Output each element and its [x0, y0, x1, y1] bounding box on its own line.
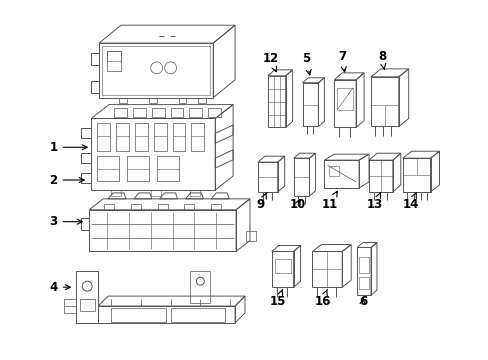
Bar: [190, 190, 200, 196]
Bar: [80, 299, 95, 311]
Bar: [368, 160, 392, 192]
Text: 11: 11: [321, 192, 337, 211]
Bar: [97, 156, 119, 181]
Bar: [91, 118, 215, 190]
Bar: [274, 260, 290, 273]
Text: 2: 2: [49, 174, 84, 186]
Text: 1: 1: [49, 141, 87, 154]
Bar: [97, 123, 110, 151]
Bar: [191, 123, 204, 151]
Bar: [208, 108, 221, 117]
Bar: [267, 76, 285, 127]
Bar: [131, 204, 141, 210]
Text: 14: 14: [402, 193, 418, 211]
Bar: [151, 108, 164, 117]
Text: 7: 7: [338, 50, 346, 72]
Bar: [358, 257, 368, 273]
Bar: [104, 204, 114, 210]
Bar: [114, 108, 127, 117]
Bar: [116, 123, 129, 151]
Bar: [370, 77, 398, 126]
Bar: [156, 156, 178, 181]
Bar: [148, 98, 156, 103]
Bar: [190, 271, 210, 303]
Bar: [170, 108, 183, 117]
Bar: [150, 190, 161, 196]
Bar: [312, 251, 342, 287]
Text: 5: 5: [302, 53, 310, 75]
Bar: [107, 51, 121, 61]
Bar: [99, 43, 213, 98]
Bar: [198, 98, 206, 103]
Bar: [189, 108, 202, 117]
Bar: [119, 98, 127, 103]
Bar: [135, 123, 147, 151]
Text: 15: 15: [269, 289, 285, 307]
Text: 9: 9: [256, 193, 266, 211]
Text: 12: 12: [262, 53, 278, 72]
Bar: [302, 83, 318, 126]
Text: 3: 3: [49, 215, 82, 228]
Bar: [402, 158, 429, 192]
Bar: [64, 299, 76, 313]
Bar: [334, 80, 355, 127]
Text: 4: 4: [49, 281, 70, 294]
Bar: [358, 277, 368, 289]
Bar: [111, 190, 121, 196]
Bar: [211, 204, 221, 210]
Bar: [337, 88, 352, 109]
Bar: [170, 308, 224, 322]
Text: 8: 8: [377, 50, 385, 69]
Bar: [107, 51, 121, 71]
Bar: [271, 251, 293, 287]
Text: 6: 6: [358, 294, 366, 307]
Bar: [111, 308, 165, 322]
Bar: [153, 123, 166, 151]
Bar: [184, 204, 194, 210]
Bar: [257, 162, 277, 192]
Bar: [324, 160, 358, 188]
Text: 16: 16: [314, 289, 330, 307]
Bar: [133, 108, 145, 117]
Bar: [157, 204, 167, 210]
Bar: [172, 123, 185, 151]
Bar: [178, 98, 186, 103]
Bar: [328, 166, 339, 176]
Bar: [293, 158, 309, 196]
Bar: [245, 231, 255, 240]
Bar: [89, 210, 236, 251]
Text: 13: 13: [366, 193, 382, 211]
Bar: [356, 247, 370, 295]
Bar: [127, 156, 148, 181]
Text: 10: 10: [289, 198, 305, 211]
Bar: [102, 46, 210, 95]
